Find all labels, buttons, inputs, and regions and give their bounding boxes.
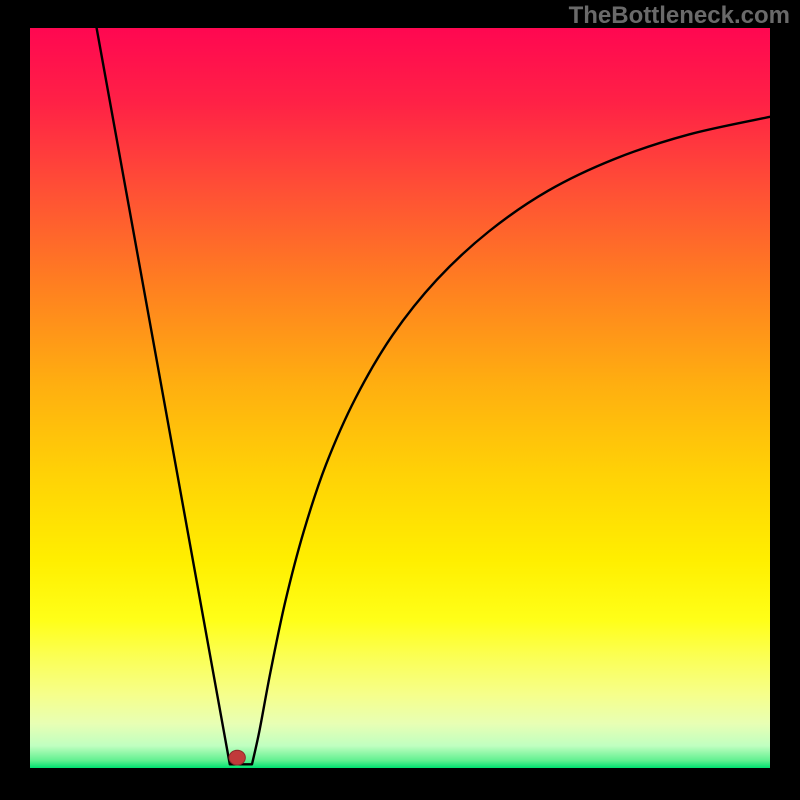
chart-svg [0, 0, 800, 800]
bottleneck-curve [97, 28, 770, 764]
watermark-text: TheBottleneck.com [569, 2, 790, 30]
optimum-marker [229, 750, 245, 765]
chart-stage: TheBottleneck.com [0, 0, 800, 800]
